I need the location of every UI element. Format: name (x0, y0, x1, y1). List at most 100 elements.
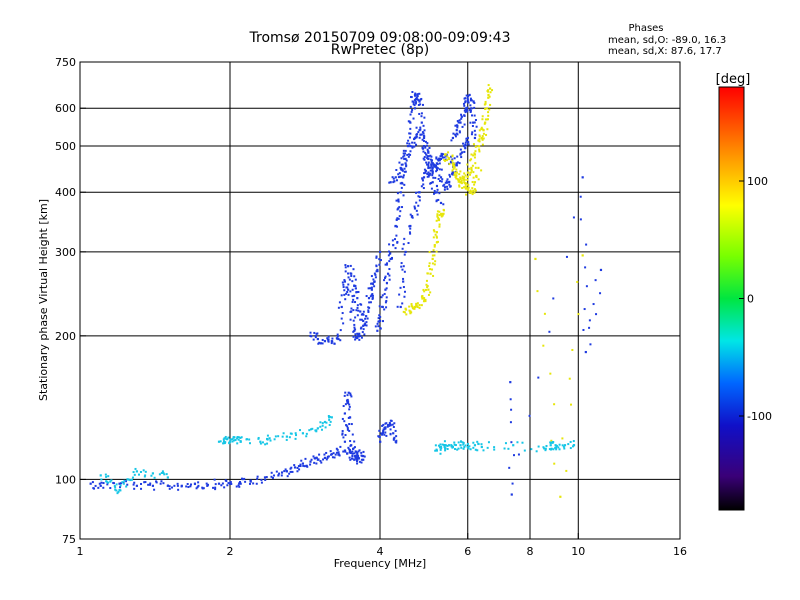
data-point (487, 96, 490, 99)
data-point (162, 471, 165, 474)
data-point (278, 472, 281, 475)
data-point (569, 440, 572, 443)
data-point (360, 451, 363, 454)
data-point (392, 438, 395, 441)
data-point (463, 114, 466, 117)
data-point (567, 443, 570, 446)
data-point (351, 457, 354, 460)
data-point (365, 315, 368, 318)
data-point (409, 105, 412, 108)
data-point (466, 106, 469, 109)
data-point (371, 293, 374, 296)
data-point (421, 177, 424, 180)
data-point (217, 440, 221, 443)
data-point (353, 458, 356, 461)
data-point (517, 453, 520, 456)
data-point (418, 100, 421, 103)
data-point (331, 337, 334, 340)
data-point (381, 433, 384, 436)
data-point (309, 463, 312, 466)
data-point (266, 438, 269, 441)
data-point (451, 136, 455, 140)
colorbar-label: [deg] (716, 72, 751, 87)
data-point (572, 440, 575, 443)
data-point (470, 99, 473, 102)
x-tick-label: 8 (527, 545, 534, 558)
data-point (431, 162, 434, 165)
data-point (451, 171, 454, 174)
data-point (418, 92, 421, 95)
data-point (466, 108, 469, 111)
data-point (392, 437, 395, 440)
data-point (415, 143, 418, 146)
data-point (353, 275, 356, 278)
data-point (474, 448, 477, 451)
data-point (450, 139, 453, 142)
data-point (432, 192, 435, 195)
data-point (324, 426, 327, 429)
data-point (104, 473, 107, 476)
data-point (382, 429, 385, 432)
colorbar-tick-label: 100 (747, 175, 768, 188)
data-point (373, 280, 376, 283)
data-point (396, 199, 399, 202)
data-point (467, 171, 470, 174)
data-point (293, 464, 296, 467)
data-point (399, 182, 402, 185)
data-point (425, 279, 428, 282)
data-point (339, 339, 342, 342)
data-point (351, 454, 354, 458)
data-point (360, 454, 363, 457)
data-point (285, 435, 288, 438)
data-point (382, 320, 385, 323)
data-point (463, 446, 466, 449)
data-point (426, 148, 429, 151)
data-point (543, 447, 546, 450)
data-point (481, 118, 484, 121)
data-point (418, 112, 421, 115)
data-point (448, 183, 451, 186)
data-point (375, 256, 378, 259)
data-point (196, 486, 199, 489)
data-point (413, 141, 416, 144)
data-point (470, 133, 473, 136)
data-point (398, 161, 401, 164)
data-point (268, 437, 271, 440)
data-point (354, 316, 357, 319)
data-point (274, 435, 277, 438)
data-point (484, 102, 487, 105)
data-point (481, 135, 484, 138)
data-point (345, 292, 348, 295)
data-point (438, 162, 441, 165)
data-point (416, 302, 419, 305)
data-point (463, 186, 466, 189)
data-point (294, 437, 297, 440)
data-point (568, 377, 571, 380)
data-point (412, 103, 415, 106)
data-point (442, 153, 445, 156)
data-point (409, 153, 412, 156)
data-point (357, 450, 360, 453)
data-point (190, 483, 193, 486)
data-point (151, 484, 155, 487)
data-point (413, 205, 416, 208)
data-point (482, 137, 485, 140)
data-point (451, 158, 454, 161)
data-point (320, 461, 323, 464)
data-point (189, 485, 192, 488)
data-point (508, 466, 511, 469)
data-point (558, 448, 561, 451)
data-point (433, 244, 436, 247)
data-point (378, 435, 381, 438)
data-point (290, 432, 293, 435)
data-point (133, 487, 136, 490)
data-point (459, 178, 462, 181)
data-point (313, 461, 316, 464)
data-point (400, 265, 403, 268)
data-point (478, 129, 481, 132)
data-point (489, 87, 492, 90)
data-point (388, 274, 391, 277)
data-point (356, 456, 359, 459)
data-point (312, 455, 315, 458)
data-point (229, 438, 232, 441)
